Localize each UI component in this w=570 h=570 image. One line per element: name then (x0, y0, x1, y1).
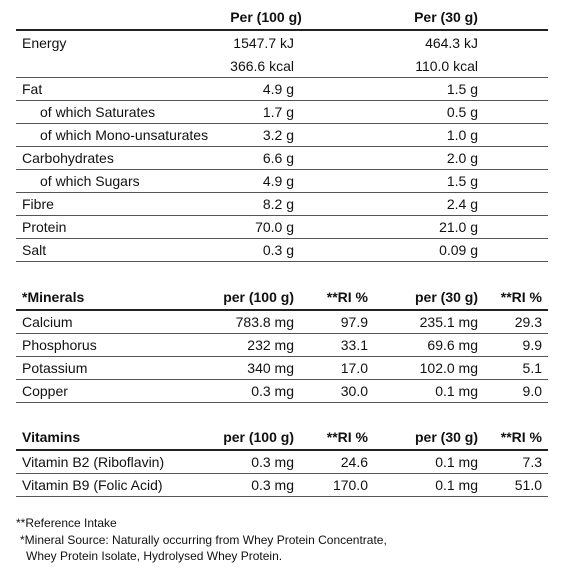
row-value-100g: 4.9 g (262, 173, 294, 189)
col-header-per-100g: Per (100 g) (230, 9, 302, 25)
row-label: Potassium (22, 360, 88, 376)
footnote-reference-intake: **Reference Intake (16, 516, 117, 530)
row-value-30g: 0.09 g (439, 242, 478, 258)
row-label: Carbohydrates (22, 150, 114, 166)
row-value-100g: 0.3 mg (251, 383, 294, 399)
footnote-mineral-source: *Mineral Source: Naturally occurring fro… (20, 533, 387, 547)
table-row: Fat 4.9 g 1.5 g (16, 78, 548, 101)
table-row: Copper 0.3 mg 30.0 0.1 mg 9.0 (16, 380, 548, 403)
table-row: Fibre 8.2 g 2.4 g (16, 193, 548, 216)
table-row: Vitamin B2 (Riboflavin) 0.3 mg 24.6 0.1 … (16, 451, 548, 474)
row-value-30g: 0.1 mg (435, 383, 478, 399)
row-label: Copper (22, 383, 68, 399)
table-row: Energy 1547.7 kJ 464.3 kJ (16, 32, 548, 55)
row-ri-30g: 29.3 (514, 314, 542, 330)
col-header-per-30g: per (30 g) (414, 429, 478, 445)
row-value-30g: 1.0 g (446, 127, 478, 143)
row-value-100g: 232 mg (247, 337, 294, 353)
nutrition-header-row: Per (100 g) Per (30 g) (16, 6, 548, 29)
row-value-30g: 0.1 mg (435, 477, 478, 493)
vitamins-header-row: Vitamins per (100 g) **RI % per (30 g) *… (16, 426, 548, 451)
row-value-100g: 70.0 g (255, 219, 294, 235)
row-label: Calcium (22, 314, 73, 330)
table-row: of which Saturates 1.7 g 0.5 g (16, 101, 548, 124)
row-value-30g: 2.4 g (446, 196, 478, 212)
row-value-100g: 0.3 mg (251, 454, 294, 470)
row-value-30g: 2.0 g (446, 150, 478, 166)
row-ri-100g: 30.0 (340, 383, 368, 399)
row-label: Vitamin B2 (Riboflavin) (22, 454, 165, 470)
row-ri-100g: 97.9 (340, 314, 368, 330)
minerals-header-row: *Minerals per (100 g) **RI % per (30 g) … (16, 286, 548, 311)
row-value-30g: 1.5 g (446, 173, 478, 189)
table-row: Carbohydrates 6.6 g 2.0 g (16, 147, 548, 170)
minerals-heading: *Minerals (22, 289, 85, 305)
row-value-30g: 235.1 mg (419, 314, 478, 330)
row-ri-100g: 24.6 (340, 454, 368, 470)
vitamins-heading: Vitamins (22, 429, 81, 445)
row-value-100g: 366.6 kcal (230, 58, 294, 74)
table-row: of which Sugars 4.9 g 1.5 g (16, 170, 548, 193)
row-value-100g: 6.6 g (262, 150, 294, 166)
table-row: Potassium 340 mg 17.0 102.0 mg 5.1 (16, 357, 548, 380)
row-ri-30g: 9.0 (522, 383, 542, 399)
row-ri-30g: 51.0 (514, 477, 542, 493)
row-label: Protein (22, 219, 67, 235)
row-value-30g: 69.6 mg (427, 337, 478, 353)
row-ri-100g: 33.1 (340, 337, 368, 353)
row-value-100g: 8.2 g (262, 196, 294, 212)
row-label: Fibre (22, 196, 54, 212)
row-label: Fat (22, 81, 43, 97)
row-ri-100g: 170.0 (332, 477, 368, 493)
row-value-30g: 1.5 g (446, 81, 478, 97)
col-header-per-100g: per (100 g) (223, 289, 294, 305)
col-header-ri-100g: **RI % (326, 429, 368, 445)
footnote-mineral-source-cont: Whey Protein Isolate, Hydrolysed Whey Pr… (26, 549, 283, 563)
row-value-100g: 4.9 g (262, 81, 294, 97)
row-label: of which Saturates (40, 104, 156, 120)
row-label: Phosphorus (22, 337, 97, 353)
row-ri-30g: 5.1 (522, 360, 542, 376)
row-value-100g: 0.3 g (262, 242, 294, 258)
col-header-ri-30g: **RI % (500, 429, 542, 445)
row-value-100g: 1.7 g (262, 104, 294, 120)
row-label: of which Sugars (40, 173, 140, 189)
row-label: Vitamin B9 (Folic Acid) (22, 477, 163, 493)
col-header-ri-30g: **RI % (500, 289, 542, 305)
row-ri-100g: 17.0 (340, 360, 368, 376)
nutrition-header-line (16, 6, 548, 31)
table-row: 366.6 kcal 110.0 kcal (16, 55, 548, 78)
table-row: Protein 70.0 g 21.0 g (16, 216, 548, 239)
table-row: Vitamin B9 (Folic Acid) 0.3 mg 170.0 0.1… (16, 474, 548, 497)
row-label: Energy (22, 35, 67, 51)
row-value-30g: 110.0 kcal (415, 58, 478, 74)
table-row: Salt 0.3 g 0.09 g (16, 239, 548, 262)
row-value-30g: 0.5 g (446, 104, 478, 120)
table-row: Calcium 783.8 mg 97.9 235.1 mg 29.3 (16, 311, 548, 334)
col-header-per-30g: Per (30 g) (414, 9, 478, 25)
row-ri-30g: 7.3 (522, 454, 542, 470)
row-value-30g: 102.0 mg (419, 360, 478, 376)
row-ri-30g: 9.9 (522, 337, 542, 353)
row-value-100g: 0.3 mg (251, 477, 294, 493)
row-label: Salt (22, 242, 47, 258)
row-value-100g: 3.2 g (262, 127, 294, 143)
row-value-100g: 783.8 mg (235, 314, 294, 330)
col-header-per-100g: per (100 g) (223, 429, 294, 445)
col-header-per-30g: per (30 g) (414, 289, 478, 305)
row-value-100g: 340 mg (247, 360, 294, 376)
table-row: of which Mono-unsaturates 3.2 g 1.0 g (16, 124, 548, 147)
row-value-30g: 21.0 g (439, 219, 478, 235)
col-header-ri-100g: **RI % (326, 289, 368, 305)
row-label: of which Mono-unsaturates (40, 127, 209, 143)
table-row: Phosphorus 232 mg 33.1 69.6 mg 9.9 (16, 334, 548, 357)
row-value-30g: 0.1 mg (435, 454, 478, 470)
row-value-100g: 1547.7 kJ (233, 35, 294, 51)
row-value-30g: 464.3 kJ (425, 35, 478, 51)
